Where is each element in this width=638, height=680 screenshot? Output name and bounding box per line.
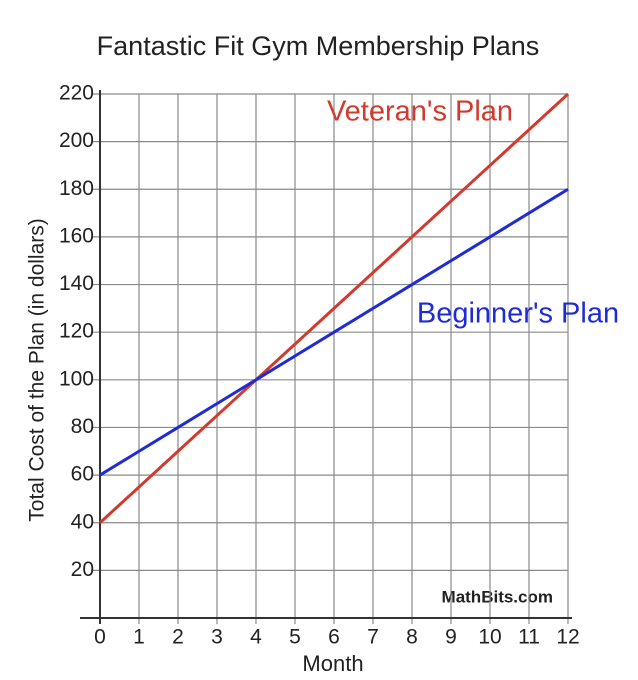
series-line [98,92,570,524]
y-tick-label: 60 [71,463,94,486]
y-tick-label: 80 [71,415,94,438]
x-axis-label: Month [302,651,363,676]
y-tick-label: 200 [59,129,94,152]
y-axis-label: Total Cost of the Plan (in dollars) [26,218,49,521]
x-tick-label: 9 [445,626,457,649]
x-tick-label: 7 [367,626,379,649]
x-tick-label: 4 [250,626,262,649]
x-tick-label: 3 [211,626,223,649]
series-label: Veteran's Plan [327,96,513,128]
y-tick-label: 20 [71,558,94,581]
y-tick-label: 40 [71,510,94,533]
y-tick-label: 180 [59,177,94,200]
x-tick-label: 1 [133,626,145,649]
y-tick-label: 100 [59,367,94,390]
y-tick-label: 120 [59,320,94,343]
y-tick-label: 140 [59,272,94,295]
x-tick-label: 11 [518,626,540,649]
x-tick-label: 2 [172,626,184,649]
x-tick-label: 8 [406,626,418,649]
watermark: MathBits.com [442,587,553,606]
x-tick-label: 10 [478,626,501,649]
x-tick-label: 5 [289,626,301,649]
x-tick-label: 12 [556,626,579,649]
y-tick-label: 160 [59,224,94,247]
chart-title: Fantastic Fit Gym Membership Plans [97,31,540,61]
series-label: Beginner's Plan [417,298,619,330]
x-tick-label: 6 [328,626,340,649]
y-tick-label: 220 [59,82,94,105]
series-line [99,187,569,477]
x-tick-label: 0 [94,626,106,649]
